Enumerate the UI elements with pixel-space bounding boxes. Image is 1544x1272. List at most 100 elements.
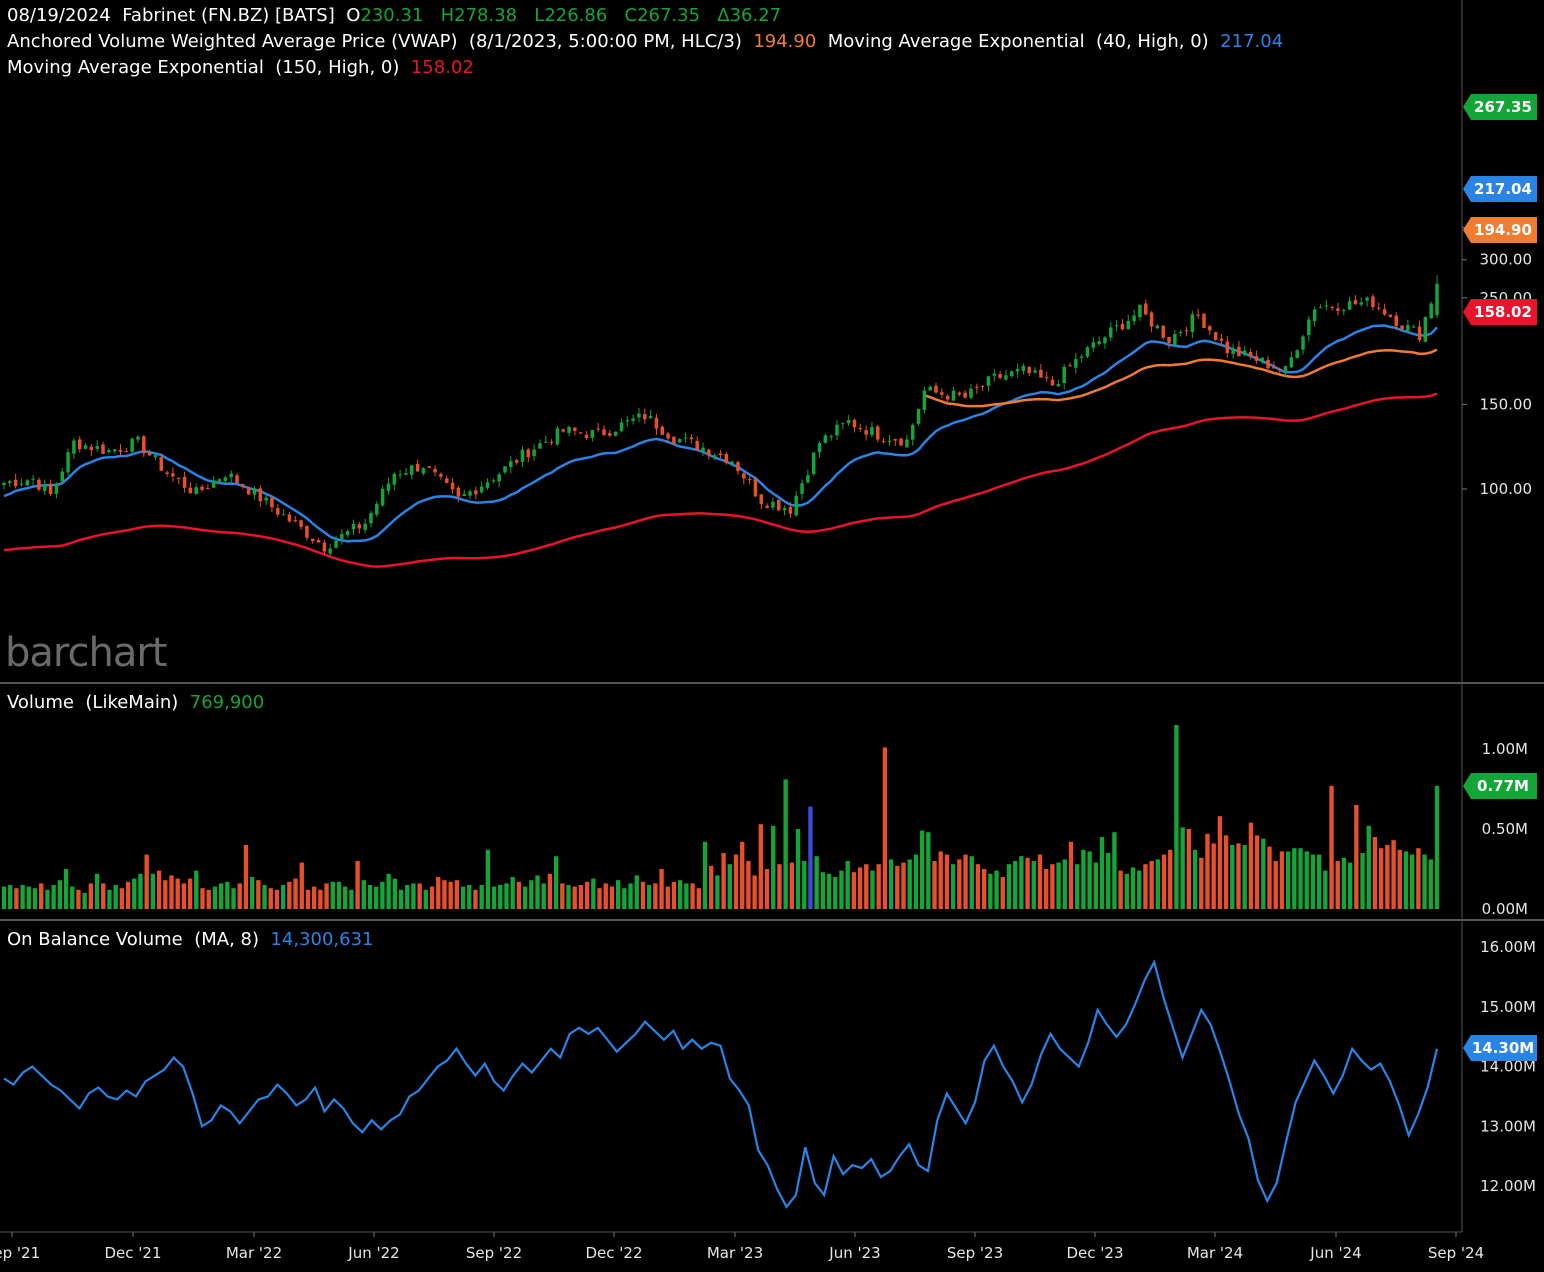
- volume-bar: [721, 853, 726, 909]
- volume-bar: [1205, 833, 1210, 909]
- candle-body: [252, 488, 257, 495]
- volume-bar: [1378, 848, 1384, 909]
- candle-body: [1254, 356, 1259, 361]
- volume-bar: [1323, 870, 1328, 909]
- volume-bar: [1298, 848, 1303, 909]
- volume-bar: [287, 881, 292, 909]
- candle-body: [707, 449, 711, 456]
- ema150-line: [3, 392, 1438, 568]
- volume-bar: [82, 893, 87, 909]
- candle-body: [1248, 351, 1253, 357]
- candle-body: [19, 483, 24, 485]
- volume-bar: [1031, 861, 1036, 909]
- candle-body: [1219, 338, 1224, 341]
- obv-tick-label: 15.00M: [1480, 998, 1536, 1016]
- candle-body: [1423, 317, 1428, 342]
- candle-body: [532, 449, 536, 457]
- candle-body: [398, 474, 402, 476]
- price-pane[interactable]: [2, 275, 1439, 568]
- candle-body: [194, 487, 198, 495]
- candle-body: [1196, 314, 1200, 316]
- volume-bar: [1081, 849, 1086, 909]
- volume-pane[interactable]: [1, 725, 1440, 909]
- volume-bar: [119, 888, 125, 909]
- candle-body: [742, 473, 746, 479]
- volume-bar: [113, 885, 118, 909]
- candle-body: [305, 525, 309, 538]
- candle-body: [573, 427, 577, 432]
- candle-body: [934, 385, 938, 393]
- candle-body: [316, 540, 321, 543]
- volume-bar: [808, 806, 813, 909]
- candle-body: [206, 487, 210, 489]
- time-tick-label: Dec '22: [585, 1244, 642, 1262]
- candle-body: [444, 478, 449, 483]
- candle-body: [1307, 319, 1311, 336]
- volume-badge-text: 0.77M: [1477, 777, 1529, 795]
- candle-body: [555, 428, 560, 445]
- candle-body: [1126, 320, 1131, 330]
- volume-bar: [1217, 816, 1223, 909]
- volume-bar: [802, 861, 807, 909]
- volume-bar: [1242, 845, 1247, 909]
- candle-body: [1184, 330, 1189, 332]
- volume-bar: [932, 861, 937, 909]
- candle-body: [380, 488, 385, 506]
- volume-bar: [1236, 843, 1241, 909]
- candle-body: [1330, 306, 1334, 308]
- volume-bar: [864, 864, 869, 909]
- volume-bar: [1316, 854, 1322, 909]
- candle-body: [975, 386, 979, 388]
- volume-bar: [758, 824, 763, 909]
- candle-body: [590, 430, 595, 438]
- time-tick-label: Sep '21: [0, 1244, 40, 1262]
- ema150-badge: 158.02: [1463, 299, 1537, 325]
- candle-body: [753, 478, 758, 497]
- volume-bar: [597, 888, 602, 909]
- candle-body: [322, 542, 327, 552]
- volume-bar: [206, 889, 211, 909]
- volume-bar: [1050, 864, 1055, 909]
- candle-body: [147, 452, 152, 456]
- candle-body: [142, 436, 146, 454]
- volume-bar: [851, 872, 857, 909]
- candle-body: [13, 479, 18, 487]
- candle-body: [893, 439, 898, 441]
- volume-bar: [194, 870, 199, 909]
- time-tick-label: Dec '21: [104, 1244, 161, 1262]
- candle-body: [852, 419, 857, 428]
- candle-body: [1365, 297, 1369, 301]
- candle-body: [1411, 326, 1416, 328]
- obv-pane[interactable]: [3, 959, 1439, 1209]
- volume-bar: [398, 889, 404, 909]
- candle-body: [1091, 342, 1096, 348]
- volume-bar: [268, 888, 273, 909]
- volume-bar: [522, 886, 528, 909]
- candle-body: [421, 468, 426, 474]
- volume-bar: [1192, 849, 1198, 909]
- price-legend: 08/19/2024 Fabrinet (FN.BZ) [BATS] O230.…: [7, 3, 1283, 81]
- candle-body: [806, 475, 810, 483]
- obv-tick-label: 14.00M: [1480, 1058, 1536, 1076]
- volume-bar: [764, 869, 770, 909]
- volume-bar: [156, 870, 162, 909]
- volume-bar: [857, 867, 863, 909]
- candle-body: [107, 450, 111, 453]
- candle-body: [211, 480, 216, 488]
- candle-body: [101, 444, 105, 454]
- candle-body: [188, 487, 193, 494]
- candle-body: [578, 432, 583, 434]
- candle-body: [281, 514, 286, 516]
- volume-bar: [888, 859, 894, 909]
- candle-body: [613, 431, 618, 436]
- volume-bar: [547, 873, 553, 909]
- candle-body: [1406, 324, 1410, 331]
- header-symbol: Fabrinet (FN.BZ) [BATS]: [122, 5, 335, 26]
- volume-bar: [107, 889, 112, 909]
- candle-body: [631, 418, 635, 421]
- price-badge-text: 267.35: [1474, 98, 1532, 116]
- volume-bar: [684, 883, 689, 909]
- candle-body: [509, 461, 513, 468]
- candle-body: [404, 473, 408, 475]
